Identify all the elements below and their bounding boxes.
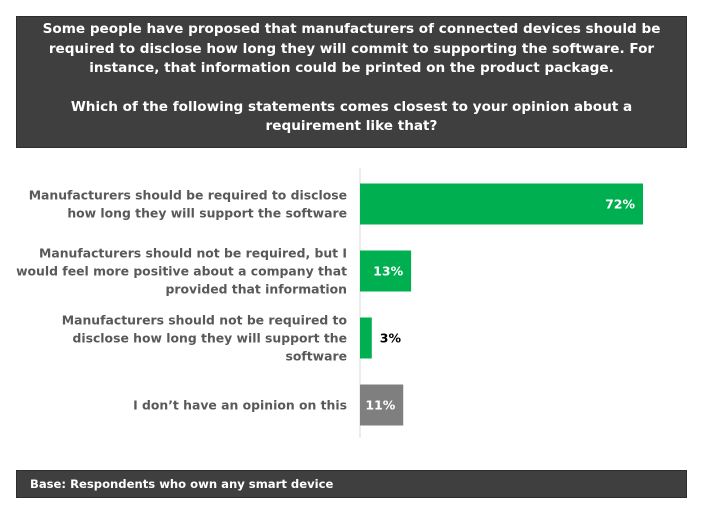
category-label-line: Manufacturers should not be required, bu… — [39, 246, 347, 261]
question-intro: Some people have proposed that manufactu… — [42, 21, 661, 76]
category-label-line: software — [285, 349, 347, 364]
data-label: 13% — [373, 264, 403, 279]
data-label: 3% — [380, 331, 402, 346]
category-label-line: provided that information — [166, 282, 347, 297]
category-label: I don’t have an opinion on this — [133, 398, 347, 413]
category-label-line: would feel more positive about a company… — [16, 264, 347, 279]
category-label-line: I don’t have an opinion on this — [133, 398, 347, 413]
category-label: Manufacturers should be required to disc… — [29, 188, 347, 221]
bar — [360, 317, 372, 359]
bar — [360, 250, 412, 292]
bar — [360, 183, 643, 225]
data-label: 11% — [365, 398, 395, 413]
question-text: Which of the following statements comes … — [70, 98, 633, 135]
category-label: Manufacturers should not be required, bu… — [16, 246, 347, 297]
category-label: Manufacturers should not be required to d… — [62, 313, 347, 364]
base-note: Base: Respondents who own any smart devi… — [16, 470, 687, 498]
category-label-line: Manufacturers should be required to disc… — [29, 188, 347, 203]
data-label: 72% — [605, 197, 635, 212]
category-label-line: how long they will support the software — [67, 206, 347, 221]
category-label-line: Manufacturers should not be required to — [62, 313, 347, 328]
bar-chart: 72% Manufacturers should be required to d… — [16, 168, 643, 438]
category-label-line: disclose how long they will support the — [72, 331, 347, 346]
question-header: Some people have proposed that manufactu… — [16, 16, 687, 148]
bar — [360, 384, 404, 426]
